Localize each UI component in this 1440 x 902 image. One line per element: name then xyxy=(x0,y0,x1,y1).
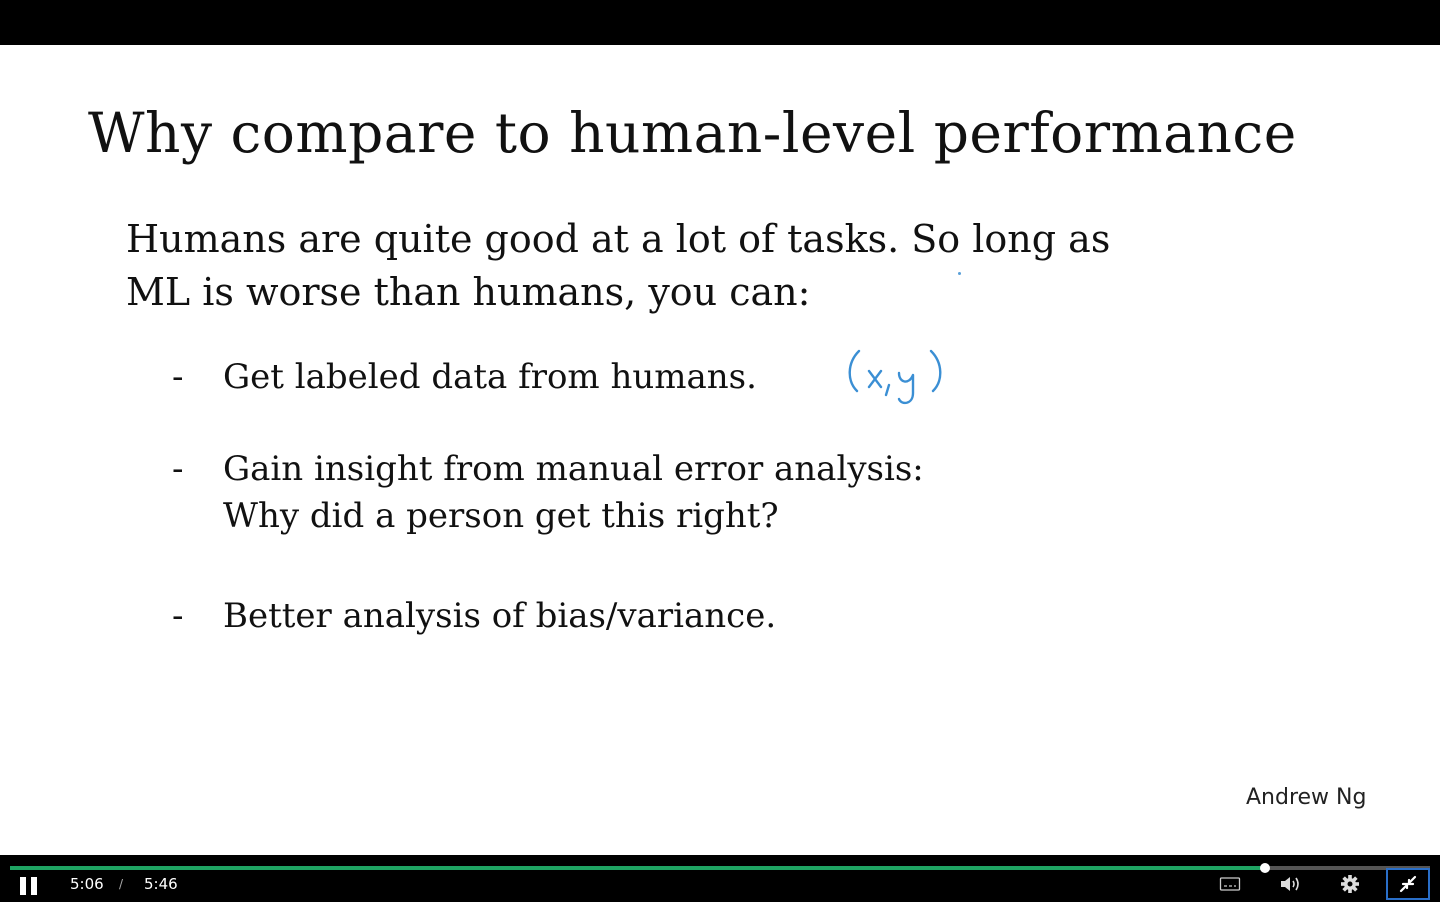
pen-dot xyxy=(958,272,961,275)
intro-text: Humans are quite good at a lot of tasks.… xyxy=(126,213,1226,319)
captions-icon[interactable] xyxy=(1219,874,1241,894)
author-credit: Andrew Ng xyxy=(1246,785,1367,810)
progress-bar[interactable] xyxy=(10,863,1430,873)
bullet-dash: - xyxy=(172,596,184,636)
progress-thumb[interactable] xyxy=(1260,863,1271,873)
bullet-dash: - xyxy=(172,357,184,397)
player-controls: 5:06 / 5:46 xyxy=(0,855,1440,900)
current-time: 5:06 xyxy=(70,875,104,893)
exit-fullscreen-icon xyxy=(1399,875,1417,893)
intro-line: ML is worse than humans, you can: xyxy=(126,270,811,314)
bullet-text: Better analysis of bias/variance. xyxy=(223,596,777,636)
bullet-text: Gain insight from manual error analysis: xyxy=(223,449,924,489)
time-separator: / xyxy=(119,877,124,891)
bullet-dash: - xyxy=(172,449,184,489)
gear-icon[interactable] xyxy=(1339,874,1361,894)
exit-fullscreen-button[interactable] xyxy=(1386,868,1430,900)
volume-icon[interactable] xyxy=(1279,874,1301,894)
intro-line: Humans are quite good at a lot of tasks.… xyxy=(126,217,1111,261)
duration: 5:46 xyxy=(144,875,178,893)
top-letterbox xyxy=(0,0,1440,45)
bullet-text: Why did a person get this right? xyxy=(223,496,779,536)
pause-button[interactable] xyxy=(18,877,40,895)
slide: Why compare to human-level performance H… xyxy=(0,45,1440,855)
pause-icon xyxy=(20,877,26,895)
slide-title: Why compare to human-level performance xyxy=(88,101,1297,165)
handwritten-annotation xyxy=(848,349,942,405)
progress-fill xyxy=(10,866,1266,870)
bullet-text: Get labeled data from humans. xyxy=(223,357,757,397)
